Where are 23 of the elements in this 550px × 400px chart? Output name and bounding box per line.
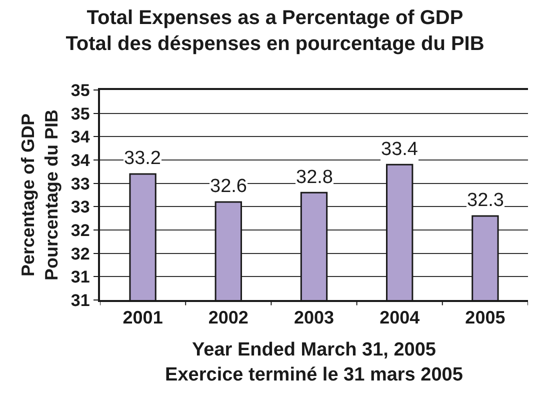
data-label: 32.8: [296, 167, 333, 188]
x-tick-label: 2001: [122, 307, 163, 328]
x-tick-label: 2002: [208, 307, 248, 328]
y-tick-label: 31: [70, 268, 90, 287]
x-tick-label: 2005: [465, 307, 506, 328]
data-label: 33.4: [381, 139, 418, 160]
y-tick-label: 35: [70, 104, 90, 124]
x-tick-label: 2003: [294, 307, 334, 328]
data-label: 32.3: [467, 190, 504, 211]
y-tick-label: 33: [70, 174, 90, 194]
y-tick-label: 35: [70, 80, 90, 100]
y-axis-title: Percentage of GDP Pourcentage du PIB: [18, 109, 62, 281]
y-tick-label: 31: [70, 290, 90, 310]
y-tick-label: 33: [70, 198, 90, 217]
chart-title: Total Expenses as a Percentage of GDP Total des déspenses en pourcentage du PIB: [66, 7, 484, 55]
data-label: 33.2: [124, 148, 161, 169]
x-axis-title: Year Ended March 31, 2005 Exercice terminé le 31 mars 2005: [165, 340, 464, 386]
data-label: 32.6: [210, 176, 247, 197]
x-tick-label: 2004: [380, 307, 420, 328]
y-tick-label: 32: [70, 244, 90, 264]
y-tick-label: 32: [70, 220, 90, 240]
y-tick-label: 34: [70, 150, 90, 170]
y-tick-label: 34: [70, 128, 90, 147]
